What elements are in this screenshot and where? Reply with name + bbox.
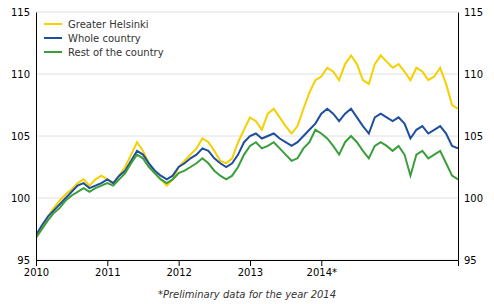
x-tick-label: 2014*	[307, 267, 337, 278]
series-line	[36, 109, 458, 235]
axis-line	[37, 261, 459, 267]
y2-tick-label: 100	[464, 193, 483, 204]
y2-tick-label: 115	[464, 7, 483, 18]
y-tick-label: 110	[11, 69, 30, 80]
grid-line	[36, 74, 458, 75]
x-tick-mark	[321, 260, 322, 266]
y2-tick: 110	[458, 69, 483, 80]
y-tick: 95	[17, 255, 36, 266]
x-tick-mark	[250, 260, 251, 266]
plot: 2010 2011 2012 2013 2014* 95 100 105 110 115 95 100…	[11, 7, 483, 278]
grid-line	[36, 198, 458, 199]
grid-line	[36, 12, 458, 13]
x-tick: 2013	[238, 260, 263, 278]
legend: Greater Helsinki Whole country Rest of the…	[44, 19, 164, 58]
x-tick-mark	[107, 260, 108, 266]
x-axis: 2010 2011 2012 2013 2014*	[24, 260, 459, 278]
legend-swatch	[44, 51, 62, 53]
axis-line	[458, 13, 459, 261]
y2-tick: 115	[458, 7, 483, 18]
x-tick: 2012	[166, 260, 191, 278]
legend-label: Greater Helsinki	[68, 19, 149, 30]
legend-label: Whole country	[68, 33, 141, 44]
x-tick-mark	[36, 260, 37, 266]
y2-tick-label: 95	[464, 255, 477, 266]
y-tick: 100	[11, 193, 36, 204]
x-tick-label: 2013	[238, 267, 263, 278]
legend-item: Whole country	[44, 33, 141, 44]
series-line	[36, 55, 458, 237]
y-tick-label: 105	[11, 131, 30, 142]
y-tick: 115	[11, 7, 36, 18]
y2-tick-label: 105	[464, 131, 483, 142]
y2-tick: 105	[458, 131, 483, 142]
y2-axis: 95 100 105 110 115	[458, 7, 483, 266]
x-tick-label: 2011	[95, 267, 120, 278]
y-tick: 110	[11, 69, 36, 80]
series-line	[36, 130, 458, 238]
legend-item: Greater Helsinki	[44, 19, 149, 30]
y2-tick: 100	[458, 193, 483, 204]
footnote: *Preliminary data for the year 2014	[158, 289, 336, 300]
chart: 2010 2011 2012 2013 2014* 95 100 105 110 115 95 100…	[0, 0, 494, 304]
legend-swatch	[44, 37, 62, 39]
lines	[36, 55, 458, 237]
x-tick-label: 2010	[24, 267, 49, 278]
y-tick-label: 100	[11, 193, 30, 204]
grid-line	[36, 136, 458, 137]
y2-tick-label: 110	[464, 69, 483, 80]
y-tick-label: 115	[11, 7, 30, 18]
legend-item: Rest of the country	[44, 47, 164, 58]
axis-line	[36, 13, 37, 261]
legend-swatch	[44, 23, 62, 25]
x-tick-label: 2012	[166, 267, 191, 278]
y-axis: 95 100 105 110 115	[11, 7, 37, 266]
x-tick: 2011	[95, 260, 120, 278]
x-tick: 2014*	[307, 260, 337, 278]
y-tick: 105	[11, 131, 36, 142]
y2-tick: 95	[458, 255, 477, 266]
y-tick-label: 95	[17, 255, 30, 266]
grid	[36, 12, 458, 260]
x-tick-mark	[179, 260, 180, 266]
legend-label: Rest of the country	[68, 47, 164, 58]
